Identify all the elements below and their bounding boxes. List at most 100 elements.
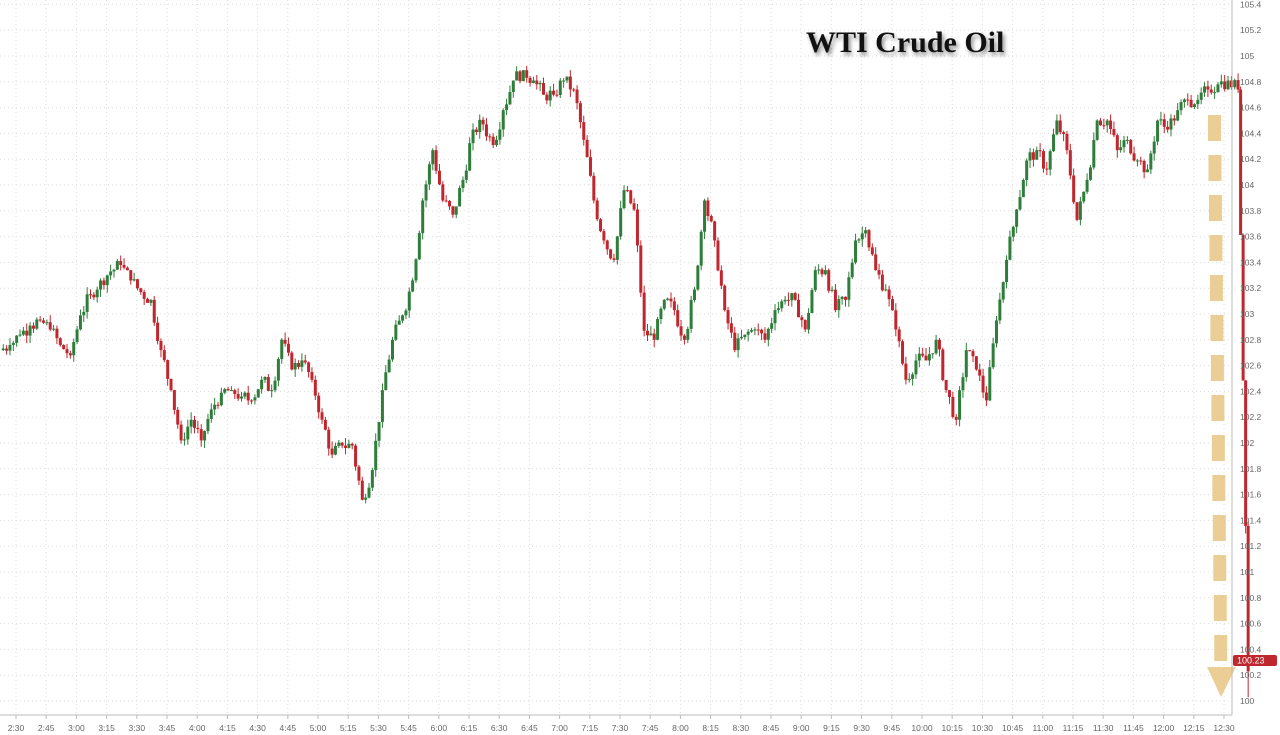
candle [169,378,173,392]
x-tick-label: 4:45 [280,723,297,733]
candle-body [1092,139,1096,168]
candle-body [199,429,203,441]
candle-body [632,203,636,210]
candle [152,296,156,326]
arrow-dash [1212,515,1226,541]
candle-body [864,230,868,234]
y-tick-label: 100 [1240,696,1254,706]
candle [800,314,804,328]
candle-body [934,339,938,354]
candle [424,180,428,208]
candle [951,391,955,419]
candle-body [545,94,549,101]
candle [444,195,448,203]
candle [890,295,894,311]
candle-body [1219,81,1223,85]
candle-body [11,342,15,345]
candle [937,337,941,357]
candle [870,243,874,256]
candle [501,108,505,137]
candle-body [347,443,351,448]
candle-body [642,292,646,331]
candle-body [404,310,408,316]
candle-body [92,294,96,298]
candle-body [1236,80,1240,90]
candle-body [726,310,730,324]
candle [488,133,492,142]
candle [38,316,42,323]
candle-body [652,333,656,340]
candle-body [206,418,210,432]
candle-body [525,70,529,78]
candle-body [817,269,821,271]
candle-body [599,219,603,232]
candle-body [585,139,589,158]
candle [508,85,512,106]
candle-body [78,315,82,330]
candle [172,389,176,415]
candle-body [531,80,535,83]
candle-body [706,200,710,217]
candle [1199,87,1203,105]
candle [297,360,301,370]
x-tick-label: 10:00 [911,723,933,733]
candle-body [766,328,770,340]
chart-title: WTI Crude Oil [806,26,1005,59]
candle-body [692,289,696,301]
candle [860,226,864,247]
candle-body [182,439,186,441]
candle [1109,114,1113,135]
candle [384,365,388,391]
candle [760,328,764,341]
candle-body [1041,151,1045,169]
candle-body [528,77,532,83]
arrow-dash [1211,395,1225,421]
candle [511,80,515,98]
candle [1092,132,1096,170]
candle-body [1115,135,1119,151]
candle-body [951,396,955,417]
candle [632,198,636,212]
candle [1162,113,1166,133]
candle [753,327,757,336]
candle [364,493,368,504]
candle-body [421,200,425,234]
candle-body [854,240,858,263]
arrow-dash [1208,115,1221,141]
candle [193,415,197,434]
candle-body [246,392,250,401]
arrow-dash [1212,475,1226,501]
y-tick-label: 103.8 [1240,206,1262,216]
candle-body [820,269,824,275]
candle-body [193,419,197,428]
y-tick-label: 105 [1240,51,1254,61]
candle-body [857,239,861,241]
candle-body [28,325,32,336]
candle-body [988,367,992,401]
y-tick-label: 105.4 [1240,0,1262,9]
candle [478,114,482,139]
candle-body [48,322,52,330]
candle [303,354,307,365]
candle-body [786,299,790,301]
x-tick-label: 12:30 [1213,723,1235,733]
x-axis: 2:30 2:45 3:00 3:15 3:30 3:45 4:00 4:15 4:30 4:45… [0,714,1235,733]
candle [1041,149,1045,173]
candle [994,315,998,348]
candle-body [5,348,9,351]
candle [1058,114,1062,135]
candle-body [770,323,774,329]
candle [135,278,139,291]
candle-body [827,270,831,291]
candle [146,297,150,303]
candle [333,442,337,456]
candle-body [974,356,978,370]
candle-body [310,372,314,380]
candle-body [162,350,166,361]
candle [1209,84,1213,95]
candle [699,229,703,271]
candle-body [176,409,180,425]
y-tick-label: 100.6 [1240,619,1262,629]
candle-body [609,249,613,259]
candle [199,424,203,447]
